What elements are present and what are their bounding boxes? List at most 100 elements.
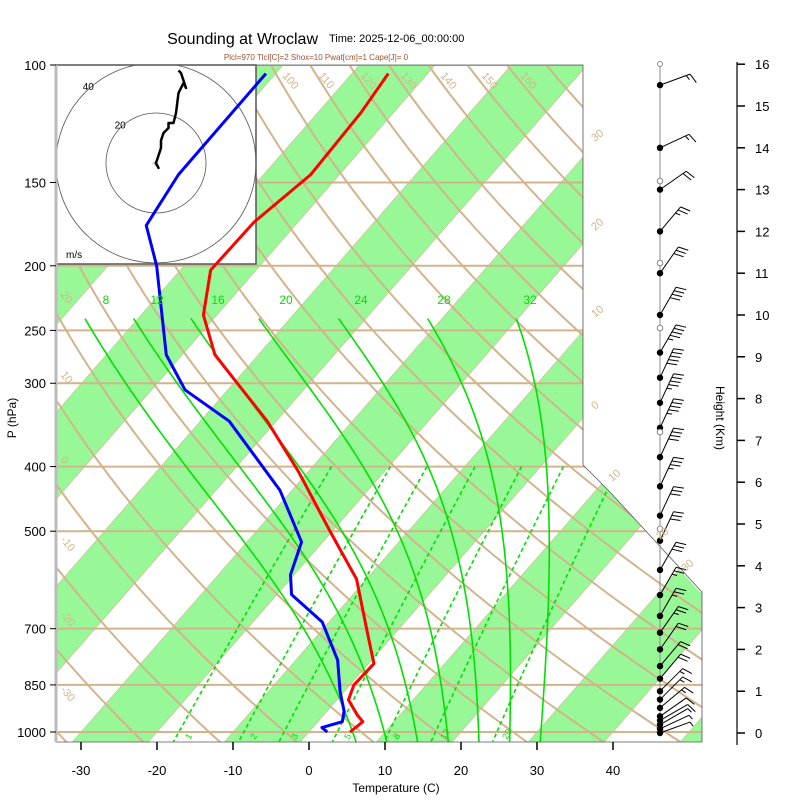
wind-barb — [659, 653, 681, 679]
wind-barb-flag — [671, 401, 683, 405]
barb-marker — [656, 629, 664, 636]
y-tick-label: 850 — [24, 678, 46, 693]
moist-adiabat-label: 8 — [103, 293, 110, 307]
wind-barb-flag — [671, 548, 683, 553]
barb-marker-open — [656, 324, 664, 332]
dry-adiabat-left-label: -10 — [58, 534, 77, 554]
moist-adiabat-label: 32 — [523, 293, 537, 307]
barb-marker — [656, 662, 664, 670]
x-axis-label: Temperature (C) — [352, 781, 439, 795]
dry-adiabat-line — [371, 65, 702, 742]
height-tick-label: 15 — [755, 99, 769, 114]
mixing-ratio-label: 2 — [248, 732, 259, 741]
moist-adiabat-label: 28 — [437, 293, 451, 307]
wind-barb — [659, 206, 681, 232]
wind-barb-flag — [670, 493, 681, 496]
wind-barb-flag — [673, 348, 684, 351]
wind-barb-flag — [666, 362, 678, 366]
wind-barb-flag — [670, 355, 681, 358]
wind-barb — [659, 622, 679, 650]
mixing-ratio-line — [492, 466, 620, 742]
barb-marker — [656, 311, 664, 319]
wind-barb-flag — [671, 351, 683, 355]
isotherm-label: 30 — [679, 557, 696, 574]
barb-marker — [656, 349, 664, 356]
height-tick-label: 13 — [755, 183, 769, 198]
wind-barb-flag — [675, 587, 687, 592]
isotherm-line — [56, 65, 458, 742]
wind-barb-flag — [670, 464, 681, 467]
isotherm-line — [208, 65, 702, 742]
dry-adiabat-left-label: -30 — [58, 684, 77, 704]
wind-barb — [659, 697, 687, 717]
wind-barb-flag — [668, 409, 679, 412]
wind-barb-flag — [673, 253, 684, 258]
wind-barb-flag — [677, 656, 688, 662]
barb-marker — [656, 374, 664, 381]
wind-barb — [659, 708, 688, 726]
wind-barb-half-flag — [687, 708, 692, 713]
plot-frame — [55, 64, 703, 743]
wind-barb — [659, 587, 677, 617]
y-tick-label: 500 — [24, 524, 46, 539]
wind-barb-flag — [685, 170, 695, 179]
wind-barb-flag — [673, 545, 685, 549]
y-tick-label: 400 — [24, 460, 46, 475]
height-tick-label: 4 — [755, 559, 762, 574]
isotherm-line — [512, 65, 702, 742]
wind-barb-flag — [671, 489, 683, 493]
chart-time: Time: 2025-12-06_00:00:00 — [329, 33, 464, 45]
y-tick-label: 700 — [24, 622, 46, 637]
wind-barb-flag — [673, 290, 685, 294]
barb-marker — [656, 566, 664, 574]
wind-barb — [659, 133, 690, 149]
isotherm-line — [664, 65, 702, 742]
x-tick-label: 0 — [305, 763, 312, 778]
dry-adiabat-label: 110 — [316, 70, 336, 91]
wind-barb-flag — [671, 293, 683, 298]
wind-barb-flag — [684, 686, 694, 694]
wind-barb-flag — [677, 209, 688, 215]
wind-barb-flag — [673, 427, 684, 431]
x-tick-label: 10 — [378, 763, 392, 778]
mixing-ratio-line — [430, 466, 565, 742]
wind-barb-flag — [669, 334, 681, 339]
hodograph-unit-label: m/s — [66, 250, 82, 261]
mixing-ratio-label: 20 — [500, 727, 514, 741]
wind-barb-flag — [685, 697, 695, 705]
height-tick-label: 11 — [755, 266, 769, 281]
wind-barb-flag — [673, 511, 684, 514]
barb-marker — [656, 186, 664, 193]
dry-adiabat-line — [56, 65, 241, 742]
isotherm-band — [56, 65, 458, 742]
wind-barb-flag — [671, 460, 683, 464]
mixing-ratio-label: 8 — [391, 732, 402, 741]
mixing-ratio-line — [237, 466, 392, 742]
barb-marker-open — [656, 177, 664, 185]
y-tick-label: 150 — [24, 175, 46, 190]
dry-adiabat-label: 100 — [280, 70, 301, 92]
wind-barb — [659, 457, 674, 487]
wind-barb-flag — [675, 324, 687, 328]
barb-marker — [656, 399, 664, 406]
wind-barb — [659, 686, 685, 709]
dry-adiabat-line — [56, 65, 475, 742]
wind-barb-flag — [671, 376, 683, 380]
isotherm-band — [360, 65, 702, 742]
wind-barb — [659, 373, 674, 403]
height-tick-label: 16 — [755, 57, 769, 72]
height-tick-label: 6 — [755, 475, 762, 490]
wind-barb-half-flag — [685, 135, 690, 141]
x-tick-label: -20 — [148, 763, 167, 778]
hodograph-inset: 20 40 + — [55, 64, 257, 265]
mixing-ratio-line — [383, 466, 523, 742]
isotherm-line — [56, 65, 534, 742]
hodograph-ring-label: 40 — [83, 82, 95, 93]
height-tick-label: 3 — [755, 601, 762, 616]
isotherm-label: 20 — [654, 525, 671, 542]
barb-marker — [656, 675, 664, 682]
moist-adiabat-line — [337, 318, 480, 742]
wind-barb-flag — [668, 359, 679, 362]
wind-barb-flag — [673, 570, 685, 574]
